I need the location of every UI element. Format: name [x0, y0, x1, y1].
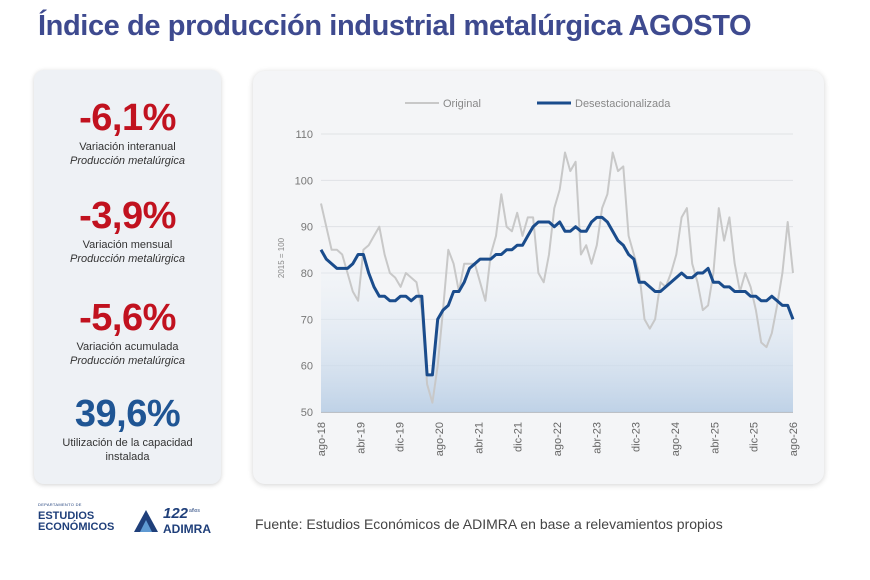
dept-logo-text: ESTUDIOS ECONÓMICOS [38, 511, 114, 533]
legend: Original Desestacionalizada [405, 98, 671, 110]
x-tick-label: ago-18 [316, 422, 328, 456]
series-line-original [320, 151, 794, 404]
y-axis-title: 2015 = 100 [277, 237, 286, 278]
adimra-logo-text: ADIMRA [163, 522, 211, 536]
x-tick-label: abr-21 [473, 422, 485, 454]
stat-label: Variación interanual [79, 141, 176, 153]
stat-mensual: -3,9% Variación mensual Producción metal… [34, 194, 221, 266]
chart-panel: 50 60 70 80 90 100 110 ago-18 abr-19 dic-19 ago-20… [253, 71, 824, 484]
legend-label-desestacionalizada: Desestacionalizada [575, 98, 671, 110]
legend-label-original: Original [443, 98, 481, 110]
x-tick-label: dic-23 [631, 422, 643, 452]
y-tick-label: 100 [295, 175, 313, 187]
x-tick-label: ago-26 [788, 422, 800, 456]
stat-capacidad: 39,6% Utilización de la capacidad instal… [34, 392, 221, 464]
stat-acumulada: -5,6% Variación acumulada Producción met… [34, 296, 221, 368]
y-tick-label: 110 [295, 129, 313, 141]
line-chart: 50 60 70 80 90 100 110 ago-18 abr-19 dic-19 ago-20… [277, 98, 800, 456]
stat-label: Variación acumulada [76, 341, 179, 353]
stat-interanual: -6,1% Variación interanual Producción me… [34, 96, 221, 168]
source-note: Fuente: Estudios Económicos de ADIMRA en… [255, 516, 723, 532]
stat-sublabel: Producción metalúrgica [70, 355, 185, 367]
y-tick-label: 90 [301, 222, 313, 234]
x-tick-label: ago-24 [670, 422, 682, 456]
x-tick-label: dic-19 [395, 422, 407, 452]
x-tick-label: dic-21 [513, 422, 525, 452]
y-tick-label: 80 [301, 268, 313, 280]
stat-label: Variación mensual [82, 239, 173, 251]
stat-sublabel: Producción metalúrgica [70, 253, 185, 265]
x-tick-label: ago-20 [434, 422, 446, 456]
x-tick-label: ago-22 [552, 422, 564, 456]
stat-sublabel: instalada [105, 451, 150, 463]
stat-value: 39,6% [74, 393, 181, 435]
y-tick-label: 50 [301, 407, 313, 419]
adimra-years: 122 [163, 505, 189, 522]
x-tick-label: abr-19 [355, 422, 367, 454]
y-tick-label: 70 [301, 314, 313, 326]
stat-value: -3,9% [79, 195, 176, 237]
stats-panel: -6,1% Variación interanual Producción me… [34, 70, 221, 484]
series-area-fill [321, 217, 793, 412]
adimra-logo-icon [134, 510, 158, 532]
dept-small-label: DEPARTAMENTO DE [38, 502, 82, 507]
footer-logos: DEPARTAMENTO DE ESTUDIOS ECONÓMICOS 122 … [38, 502, 258, 542]
x-tick-label: abr-23 [591, 422, 603, 454]
stat-sublabel: Producción metalúrgica [70, 155, 185, 167]
x-tick-label: dic-25 [749, 422, 761, 452]
stat-label: Utilización de la capacidad [62, 437, 193, 449]
dept-line-1: ESTUDIOS [38, 510, 95, 522]
y-tick-label: 60 [301, 361, 313, 373]
x-tick-label: abr-25 [709, 422, 721, 454]
stat-value: -5,6% [79, 297, 176, 339]
adimra-years-suffix: años [189, 508, 200, 514]
series-line-desestacionalizada [319, 215, 795, 377]
page-title: Índice de producción industrial metalúrg… [38, 10, 752, 42]
dept-line-2: ECONÓMICOS [38, 521, 115, 533]
stat-value: -6,1% [79, 97, 176, 139]
